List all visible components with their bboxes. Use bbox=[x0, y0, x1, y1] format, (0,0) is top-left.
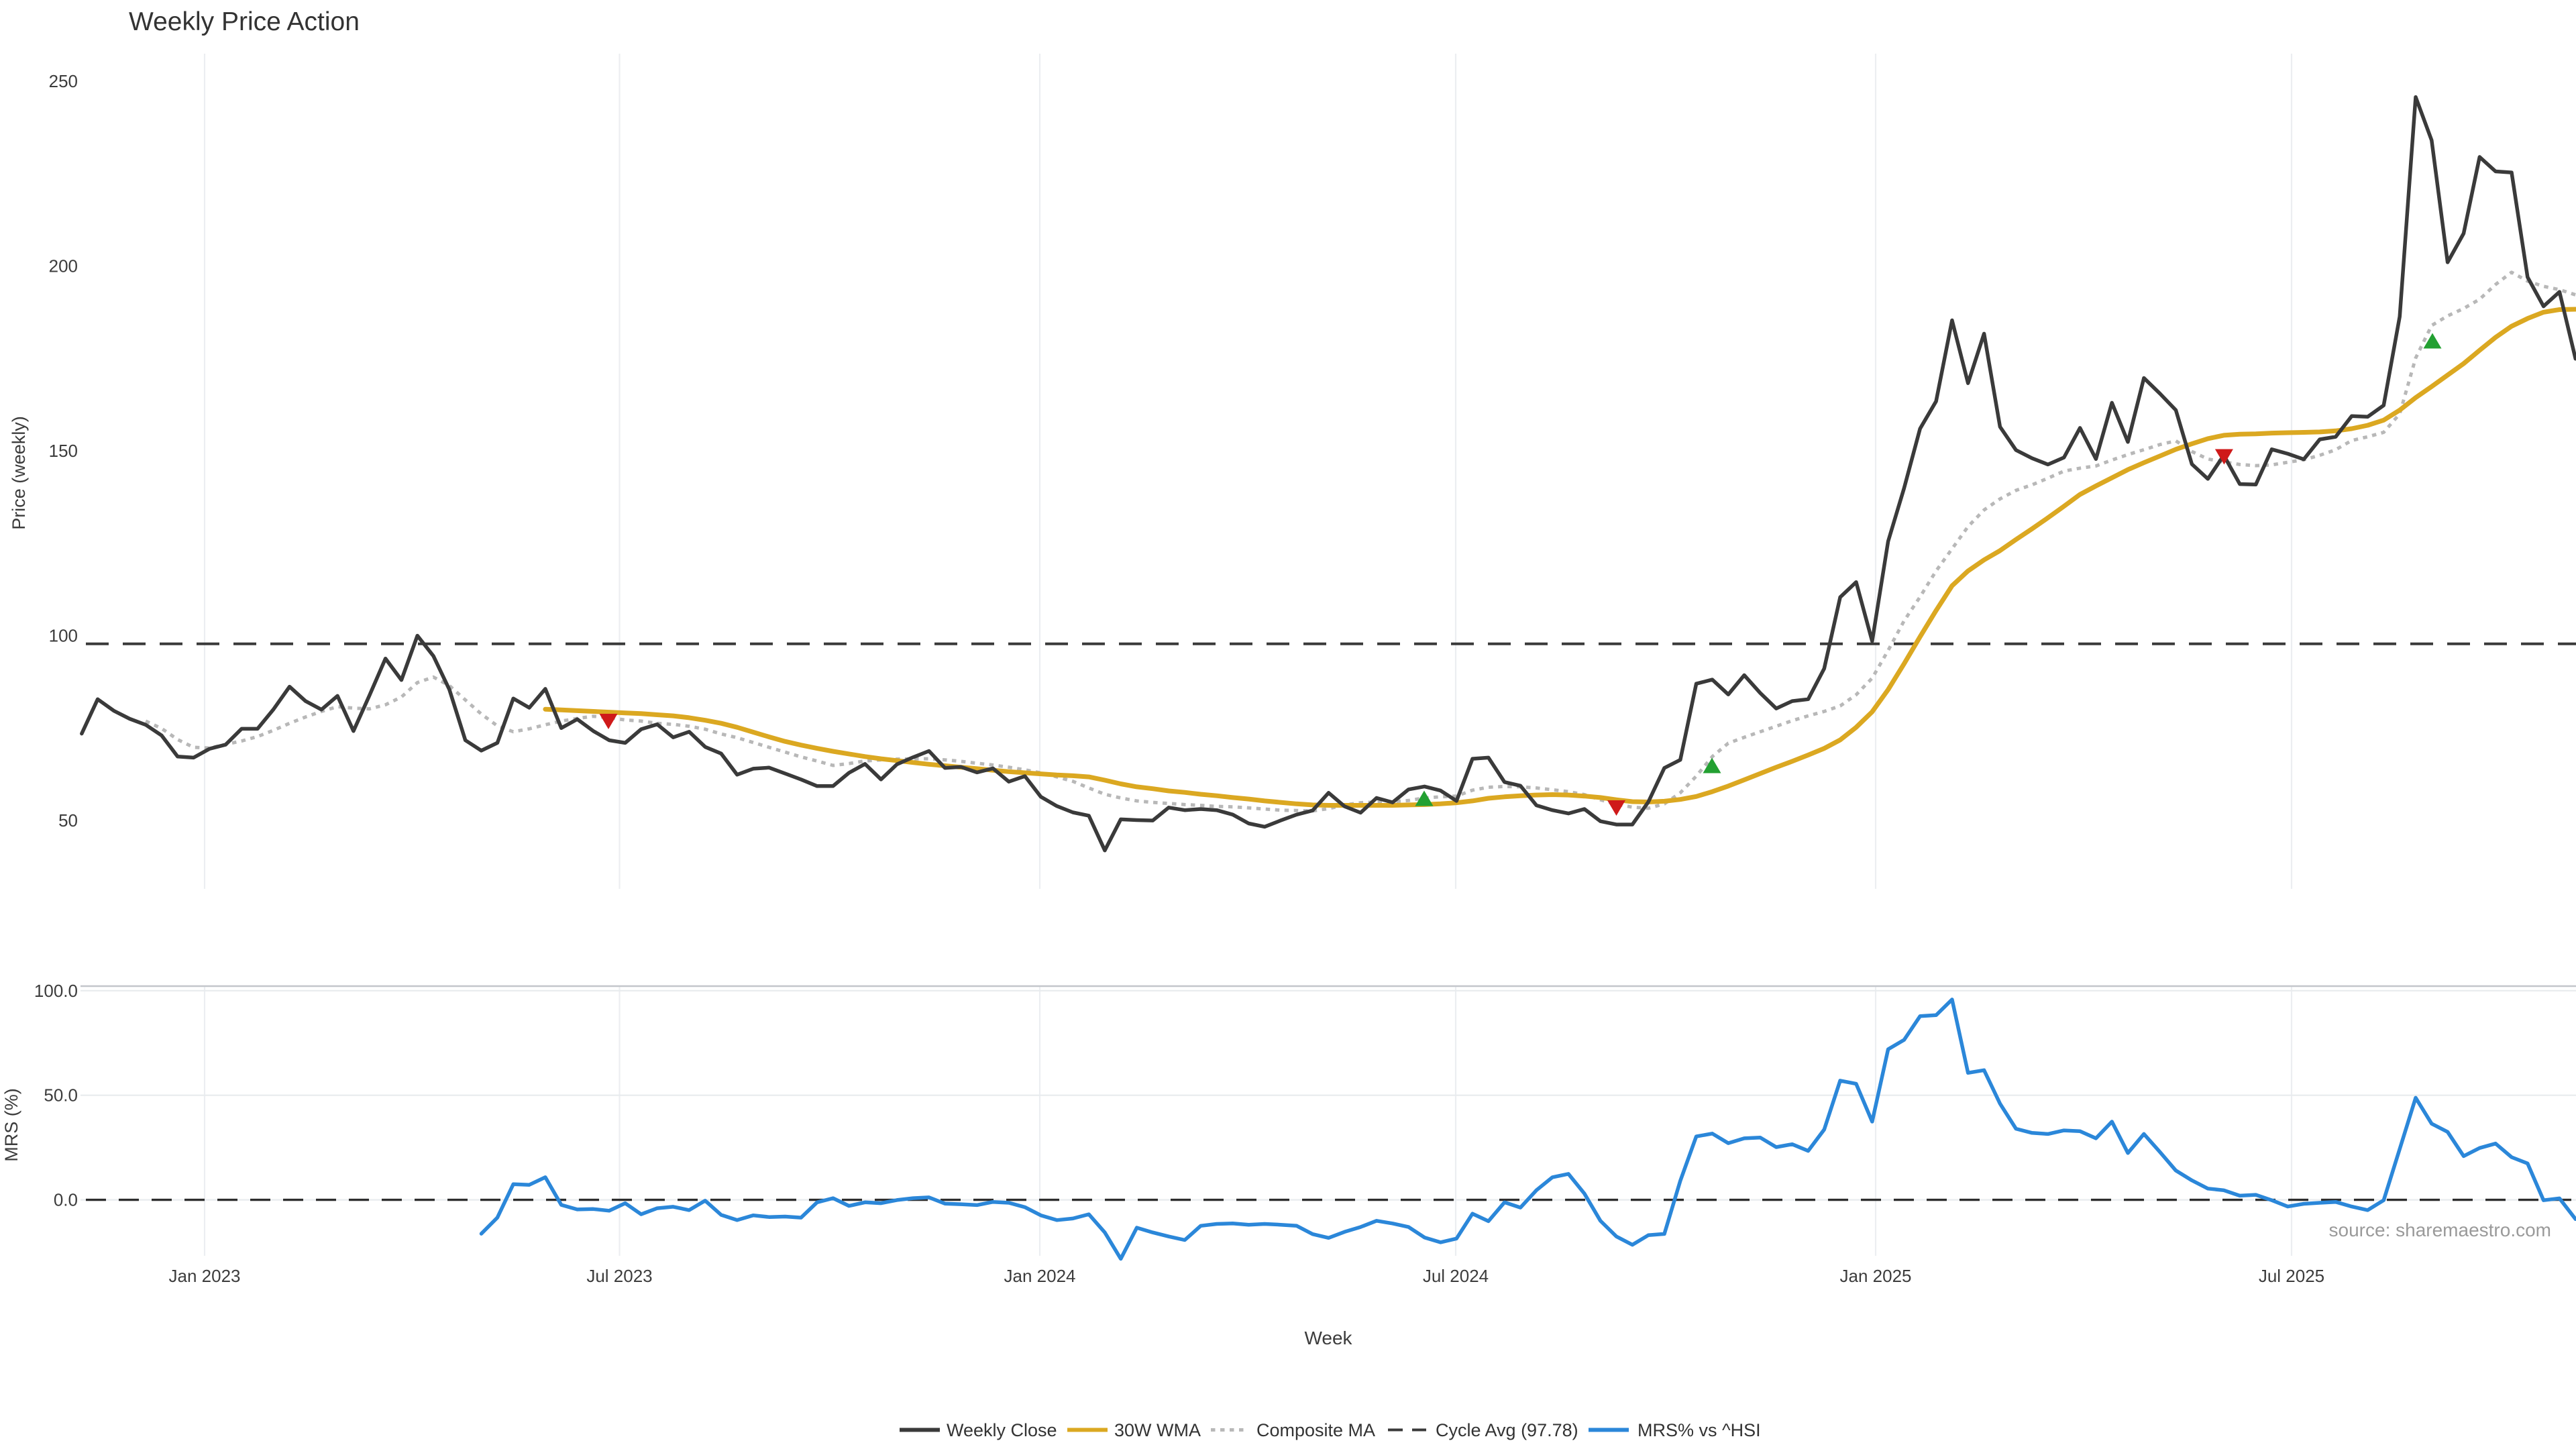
svg-text:Weekly Price Action: Weekly Price Action bbox=[129, 7, 360, 36]
svg-text:Jan 2025: Jan 2025 bbox=[1840, 1266, 1912, 1286]
svg-text:50: 50 bbox=[58, 810, 78, 830]
svg-text:source: sharemaestro.com: source: sharemaestro.com bbox=[2329, 1220, 2551, 1240]
svg-text:0.0: 0.0 bbox=[54, 1190, 78, 1210]
svg-text:Composite MA: Composite MA bbox=[1256, 1420, 1375, 1440]
svg-text:Weekly Close: Weekly Close bbox=[947, 1420, 1057, 1440]
svg-text:Jul 2023: Jul 2023 bbox=[586, 1266, 652, 1286]
svg-text:Week: Week bbox=[1304, 1328, 1352, 1348]
svg-text:200: 200 bbox=[49, 256, 78, 276]
svg-text:Jan 2024: Jan 2024 bbox=[1004, 1266, 1076, 1286]
svg-text:MRS (%): MRS (%) bbox=[1, 1088, 21, 1162]
svg-text:Jul 2024: Jul 2024 bbox=[1423, 1266, 1489, 1286]
svg-text:100: 100 bbox=[49, 626, 78, 646]
svg-text:50.0: 50.0 bbox=[44, 1085, 78, 1106]
svg-text:Jan 2023: Jan 2023 bbox=[169, 1266, 241, 1286]
svg-text:100.0: 100.0 bbox=[34, 981, 78, 1001]
svg-text:250: 250 bbox=[49, 71, 78, 91]
svg-text:Cycle Avg (97.78): Cycle Avg (97.78) bbox=[1436, 1420, 1578, 1440]
svg-text:MRS% vs ^HSI: MRS% vs ^HSI bbox=[1638, 1420, 1761, 1440]
svg-text:Price (weekly): Price (weekly) bbox=[9, 416, 29, 530]
svg-text:Jul 2025: Jul 2025 bbox=[2259, 1266, 2324, 1286]
svg-text:30W WMA: 30W WMA bbox=[1114, 1420, 1201, 1440]
svg-text:150: 150 bbox=[49, 441, 78, 461]
